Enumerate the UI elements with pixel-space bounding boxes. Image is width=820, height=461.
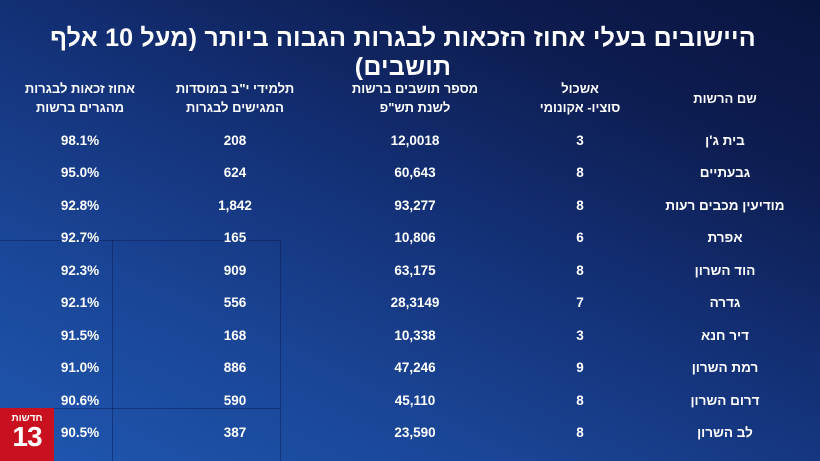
cell-name: מודיעין מכבים רעות [665,197,785,213]
channel-13-news-logo: חדשות 13 [0,408,54,461]
cell-students: 168 [223,327,247,343]
table-header-row: שם הרשות אשכול סוציו- אקונומי מספר תושבים… [10,72,800,124]
cell-students: 387 [223,425,247,441]
cell-population: 12,0018 [390,132,440,148]
header-line: אחוז זכאות לבגרות [24,81,136,96]
cell-population: 23,590 [394,425,436,441]
cell-name: רמת השרון [691,360,759,376]
cell-eligibility: 91.0% [60,360,100,376]
table-row: דיר חנא 3 10,338 168 91.5% [10,319,800,352]
cell-students: 556 [223,295,247,311]
column-header-cluster: אשכול סוציו- אקונומי [510,72,650,124]
cell-population: 10,338 [394,327,436,343]
header-line: המגישים לבגרות [186,100,284,115]
table-row: דרום השרון 8 45,110 590 90.6% [10,384,800,417]
cell-name: דרום השרון [690,392,760,408]
cell-cluster: 3 [576,132,584,148]
background-tile-divider [112,240,113,461]
column-header-students: תלמידי י"ב במוסדות המגישים לבגרות [150,72,320,124]
cell-students: 590 [223,392,247,408]
cell-eligibility: 95.0% [60,165,100,181]
cell-cluster: 3 [576,327,584,343]
table-row: מודיעין מכבים רעות 8 93,277 1,842 92.8% [10,189,800,222]
cell-cluster: 7 [576,295,584,311]
header-line: לשנת תש"פ [379,100,451,115]
cell-cluster: 9 [576,360,584,376]
header-line: שם הרשות [693,90,757,106]
header-line: מהגרים ברשות [35,100,125,115]
cell-students: 165 [223,230,247,246]
header-line: תלמידי י"ב במוסדות [175,81,295,96]
logo-number: 13 [12,421,42,452]
cell-population: 47,246 [394,360,436,376]
header-line: מספר תושבים ברשות [351,81,479,96]
cell-eligibility: 92.1% [60,295,100,311]
cell-population: 93,277 [394,197,436,213]
column-header-name: שם הרשות [650,72,800,124]
cell-cluster: 8 [576,262,584,278]
cell-eligibility: 92.8% [60,197,100,213]
cell-eligibility: 90.6% [60,392,100,408]
table-row: לב השרון 8 23,590 387 90.5% [10,417,800,450]
cell-eligibility: 91.5% [60,327,100,343]
cell-name: גבעתיים [699,165,751,181]
cell-name: בית ג'ן [705,132,745,148]
cell-population: 60,643 [394,165,436,181]
cell-students: 909 [223,262,247,278]
cell-students: 624 [223,165,247,181]
cell-eligibility: 92.3% [60,262,100,278]
header-line: אשכול [561,81,599,96]
table-row: הוד השרון 8 63,175 909 92.3% [10,254,800,287]
cell-cluster: 6 [576,230,584,246]
cell-cluster: 8 [576,392,584,408]
cell-name: הוד השרון [694,262,756,278]
column-header-population: מספר תושבים ברשות לשנת תש"פ [320,72,510,124]
cell-population: 28,3149 [390,295,440,311]
cell-name: לב השרון [697,425,753,441]
table-row: גבעתיים 8 60,643 624 95.0% [10,157,800,190]
cell-population: 45,110 [394,392,436,408]
table-row: גדרה 7 28,3149 556 92.1% [10,287,800,320]
cell-students: 208 [223,132,247,148]
page-title: היישובים בעלי אחוז הזכאות לבגרות הגבוה ב… [50,24,756,81]
table-row: רמת השרון 9 47,246 886 91.0% [10,352,800,385]
cell-students: 1,842 [218,197,252,213]
table-row: בית ג'ן 3 12,0018 208 98.1% [10,124,800,157]
data-table: שם הרשות אשכול סוציו- אקונומי מספר תושבים… [10,72,800,449]
cell-cluster: 8 [576,197,584,213]
cell-name: גדרה [709,295,741,311]
logo-word: חדשות [11,413,43,424]
header-line: סוציו- אקונומי [539,100,621,115]
cell-name: דיר חנא [701,327,749,343]
cell-students: 886 [223,360,247,376]
column-header-eligibility: אחוז זכאות לבגרות מהגרים ברשות [10,72,150,124]
cell-cluster: 8 [576,425,584,441]
cell-name: אפרת [707,230,743,246]
cell-eligibility: 98.1% [60,132,100,148]
cell-eligibility: 92.7% [60,230,100,246]
cell-cluster: 8 [576,165,584,181]
cell-population: 63,175 [394,262,436,278]
table-row: אפרת 6 10,806 165 92.7% [10,222,800,255]
background-tile-divider [0,408,280,409]
cell-eligibility: 90.5% [60,425,100,441]
cell-population: 10,806 [394,230,436,246]
background-tile-divider [0,240,280,241]
background-tile-divider [280,240,281,461]
